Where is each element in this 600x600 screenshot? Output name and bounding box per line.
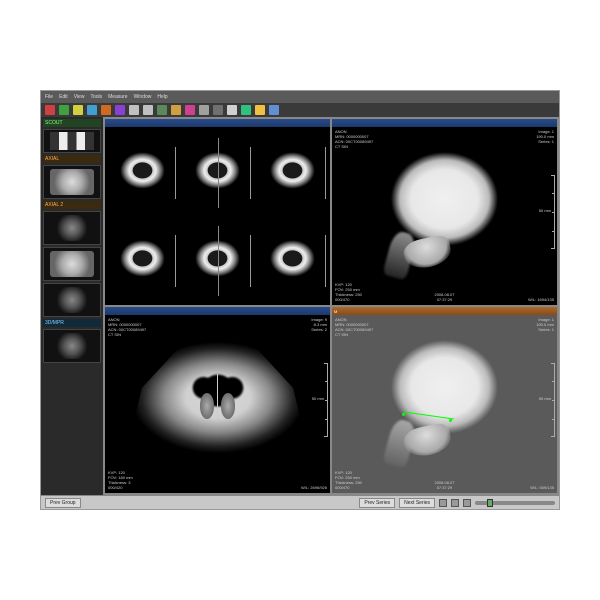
tool-btn-8[interactable]: [143, 105, 153, 115]
menu-tools[interactable]: Tools: [90, 94, 102, 100]
scout-image: [377, 147, 512, 277]
tool-btn-14[interactable]: [227, 105, 237, 115]
scale-ruler: [327, 363, 328, 437]
overlay-date: 2008.08.07 07:37:29: [434, 292, 454, 302]
tool-btn-17[interactable]: [269, 105, 279, 115]
sidebar-section-scout[interactable]: SCOUT: [43, 119, 101, 127]
ruler-label: 50 mm: [312, 396, 324, 401]
thumb-axial-3[interactable]: [43, 247, 101, 281]
menu-edit[interactable]: Edit: [59, 94, 68, 100]
tool-btn-1[interactable]: [45, 105, 55, 115]
overlay-acq-info: KVP: 120 FOV: 180 mm Thickness: 3 000/42…: [108, 470, 133, 490]
series-sidebar[interactable]: SCOUT AXIAL AXIAL 2 3D/MPR: [41, 117, 103, 495]
viewport-titlebar[interactable]: [105, 119, 330, 127]
ct-slice[interactable]: [180, 129, 255, 217]
overlay-image-info: Image: 1 190.0 mm Series: 1: [536, 129, 554, 144]
next-series-button[interactable]: Next Series: [399, 498, 435, 508]
tool-btn-15[interactable]: [241, 105, 251, 115]
menu-measure[interactable]: Measure: [108, 94, 127, 100]
ct-slice[interactable]: [105, 129, 180, 217]
measurement-endpoint[interactable]: [402, 413, 405, 416]
ct-slice[interactable]: [255, 217, 330, 305]
viewport-titlebar-active[interactable]: M: [332, 307, 557, 315]
tool-btn-6[interactable]: [115, 105, 125, 115]
overlay-date: 2008.08.07 07:37:29: [434, 480, 454, 490]
viewport-coronal[interactable]: ANON MRN: 0000000007 ACN: 00CT00089497 C…: [105, 307, 330, 493]
overlay-image-info: Image: 9 8.3 mm Series: 2: [311, 317, 327, 332]
menubar: File Edit View Tools Measure Window Help: [41, 91, 559, 103]
menu-file[interactable]: File: [45, 94, 53, 100]
prev-group-button[interactable]: Prev Group: [45, 498, 81, 508]
tool-btn-7[interactable]: [129, 105, 139, 115]
tool-btn-10[interactable]: [171, 105, 181, 115]
overlay-wl: W/L: 509/135: [530, 485, 554, 490]
measurement-endpoint[interactable]: [449, 419, 452, 422]
tool-btn-9[interactable]: [157, 105, 167, 115]
menu-window[interactable]: Window: [134, 94, 152, 100]
tool-btn-11[interactable]: [185, 105, 195, 115]
overlay-acq-info: KVP: 120 FOV: 250 mm Thickness: 250 000/…: [335, 282, 362, 302]
tool-btn-3[interactable]: [73, 105, 83, 115]
ct-slice[interactable]: [255, 129, 330, 217]
overlay-patient-info: ANON MRN: 0000000007 ACN: 00CT00089497 C…: [335, 317, 373, 337]
cine-play-icon[interactable]: [451, 499, 459, 507]
cine-next-icon[interactable]: [463, 499, 471, 507]
tool-btn-13[interactable]: [213, 105, 223, 115]
ct-multi-grid: [105, 129, 330, 305]
ct-slice[interactable]: [180, 217, 255, 305]
ruler-label: 50 mm: [539, 208, 551, 213]
viewport-scout-lateral[interactable]: ANON MRN: 0000000007 ACN: 00CT00089497 C…: [332, 119, 557, 305]
scout-image: [377, 335, 512, 465]
viewport-axial-grid[interactable]: [105, 119, 330, 305]
tool-btn-2[interactable]: [59, 105, 69, 115]
sidebar-section-axial[interactable]: AXIAL: [43, 155, 101, 163]
app-window: File Edit View Tools Measure Window Help: [40, 90, 560, 510]
overlay-patient-info: ANON MRN: 0000000007 ACN: 00CT00089497 C…: [335, 129, 373, 149]
thumb-axial-4[interactable]: [43, 283, 101, 317]
ct-slice[interactable]: [105, 217, 180, 305]
scale-ruler: [554, 363, 555, 437]
thumb-axial-1[interactable]: [43, 165, 101, 199]
menu-help[interactable]: Help: [157, 94, 167, 100]
thumb-axial-2[interactable]: [43, 211, 101, 245]
overlay-wl: W/L: 1694/135: [528, 297, 554, 302]
tool-btn-16[interactable]: [255, 105, 265, 115]
thumb-scout[interactable]: [43, 129, 101, 153]
sidebar-section-mpr[interactable]: 3D/MPR: [43, 319, 101, 327]
overlay-wl: W/L: 2696/926: [301, 485, 327, 490]
viewport-titlebar[interactable]: [105, 307, 330, 315]
tool-btn-12[interactable]: [199, 105, 209, 115]
ruler-label: 50 mm: [539, 396, 551, 401]
prev-series-button[interactable]: Prev Series: [359, 498, 395, 508]
viewport-scout-inverted[interactable]: M ANON MRN: 0000000007 ACN: 00CT00089497…: [332, 307, 557, 493]
overlay-image-info: Image: 1 190.0 mm Series: 1: [536, 317, 554, 332]
coronal-image: [128, 335, 308, 475]
cine-slider[interactable]: [475, 501, 555, 505]
view-grid: ANON MRN: 0000000007 ACN: 00CT00089497 C…: [103, 117, 559, 495]
tool-btn-4[interactable]: [87, 105, 97, 115]
toolbar: [41, 103, 559, 117]
menu-view[interactable]: View: [74, 94, 85, 100]
sidebar-section-axial2[interactable]: AXIAL 2: [43, 201, 101, 209]
cine-prev-icon[interactable]: [439, 499, 447, 507]
thumb-mpr[interactable]: [43, 329, 101, 363]
cine-slider-thumb[interactable]: [487, 499, 493, 507]
tool-btn-5[interactable]: [101, 105, 111, 115]
overlay-acq-info: KVP: 120 FOV: 250 mm Thickness: 250 000/…: [335, 470, 362, 490]
statusbar: Prev Group Prev Series Next Series: [41, 495, 559, 509]
scale-ruler: [554, 175, 555, 249]
viewport-titlebar[interactable]: [332, 119, 557, 127]
